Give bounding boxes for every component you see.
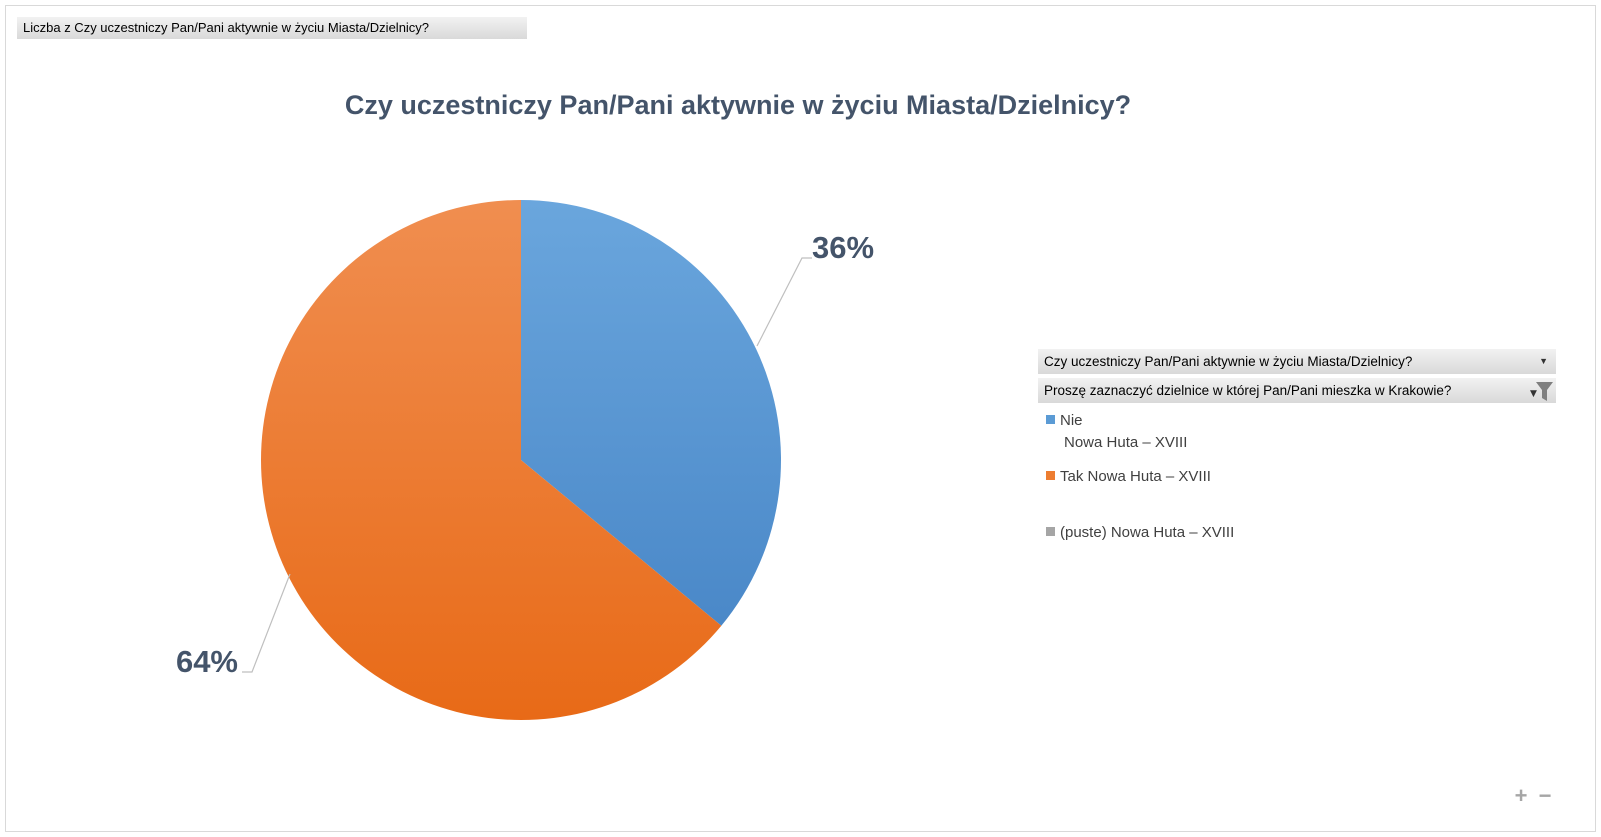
legend-item-label: Tak Nowa Huta – XVIII: [1060, 468, 1211, 485]
legend-swatch: [1046, 471, 1055, 480]
svg-text:▼: ▼: [1530, 389, 1537, 399]
legend-item-nie[interactable]: Nie Nowa Huta – XVIII: [1046, 410, 1187, 454]
filter-icon[interactable]: ▼: [1528, 380, 1554, 402]
chevron-down-icon[interactable]: ▼: [1539, 356, 1548, 366]
pie-slice-tak[interactable]: [261, 200, 722, 720]
legend-item-sublabel: Nowa Huta – XVIII: [1064, 434, 1188, 451]
collapse-button[interactable]: −: [1538, 783, 1552, 808]
legend-swatch: [1046, 527, 1055, 536]
legend-item-tak[interactable]: Tak Nowa Huta – XVIII: [1046, 466, 1211, 488]
chart-frame: [5, 5, 1596, 832]
zoom-controls: + −: [1510, 783, 1560, 808]
legend-filter-dropdown-label: Proszę zaznaczyć dzielnice w której Pan/…: [1044, 383, 1452, 398]
legend-swatch: [1046, 415, 1055, 424]
leader-line: [756, 257, 812, 347]
value-field-button[interactable]: Liczba z Czy uczestniczy Pan/Pani aktywn…: [17, 17, 527, 39]
leader-line: [242, 573, 291, 673]
legend-filter-dropdown[interactable]: Proszę zaznaczyć dzielnice w której Pan/…: [1038, 378, 1556, 403]
legend-item-puste[interactable]: (puste) Nowa Huta – XVIII: [1046, 522, 1234, 544]
expand-button[interactable]: +: [1514, 783, 1528, 808]
data-label: 64%: [176, 644, 238, 679]
pie-slice-nie[interactable]: [521, 200, 781, 626]
chart-title: Czy uczestniczy Pan/Pani aktywnie w życi…: [344, 90, 1132, 120]
legend-series-dropdown[interactable]: Czy uczestniczy Pan/Pani aktywnie w życi…: [1038, 349, 1556, 374]
legend-item-label: (puste) Nowa Huta – XVIII: [1060, 524, 1235, 541]
legend-series-dropdown-label: Czy uczestniczy Pan/Pani aktywnie w życi…: [1044, 354, 1413, 369]
data-label: 36%: [812, 230, 874, 265]
legend-item-label: Nie: [1060, 412, 1083, 429]
